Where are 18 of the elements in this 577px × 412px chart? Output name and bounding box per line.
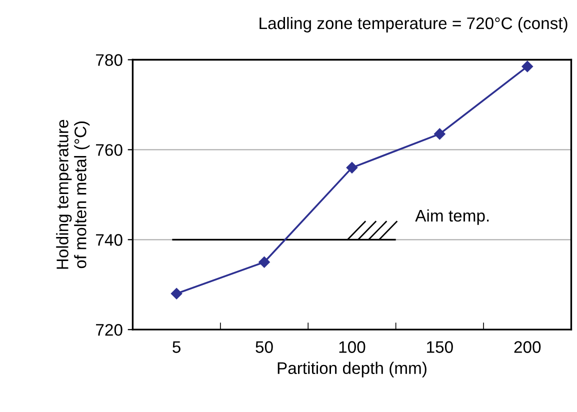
point [258,256,270,268]
point [170,288,182,300]
x-tick-label: 150 [427,341,453,353]
x-tick-label: 50 [256,341,273,353]
point [346,162,358,174]
chart-title: Ladling zone temperature = 720°C (const) [260,16,568,32]
y-axis-title: Holding temperature of molten metal (°C) [56,120,90,269]
point [522,60,533,72]
y-tick-label: 720 [96,324,122,336]
y-tick-label: 760 [96,144,122,156]
x-tick-label: 5 [172,341,180,353]
ref-line-label: Aim temp. [415,209,489,225]
y-tick-label: 780 [96,54,122,66]
x-tick-label: 200 [514,341,541,353]
x-axis-title: Partition depth (mm) [278,362,426,378]
y-tick-label: 740 [96,234,122,246]
point [434,128,446,140]
x-tick-label: 100 [339,341,366,353]
